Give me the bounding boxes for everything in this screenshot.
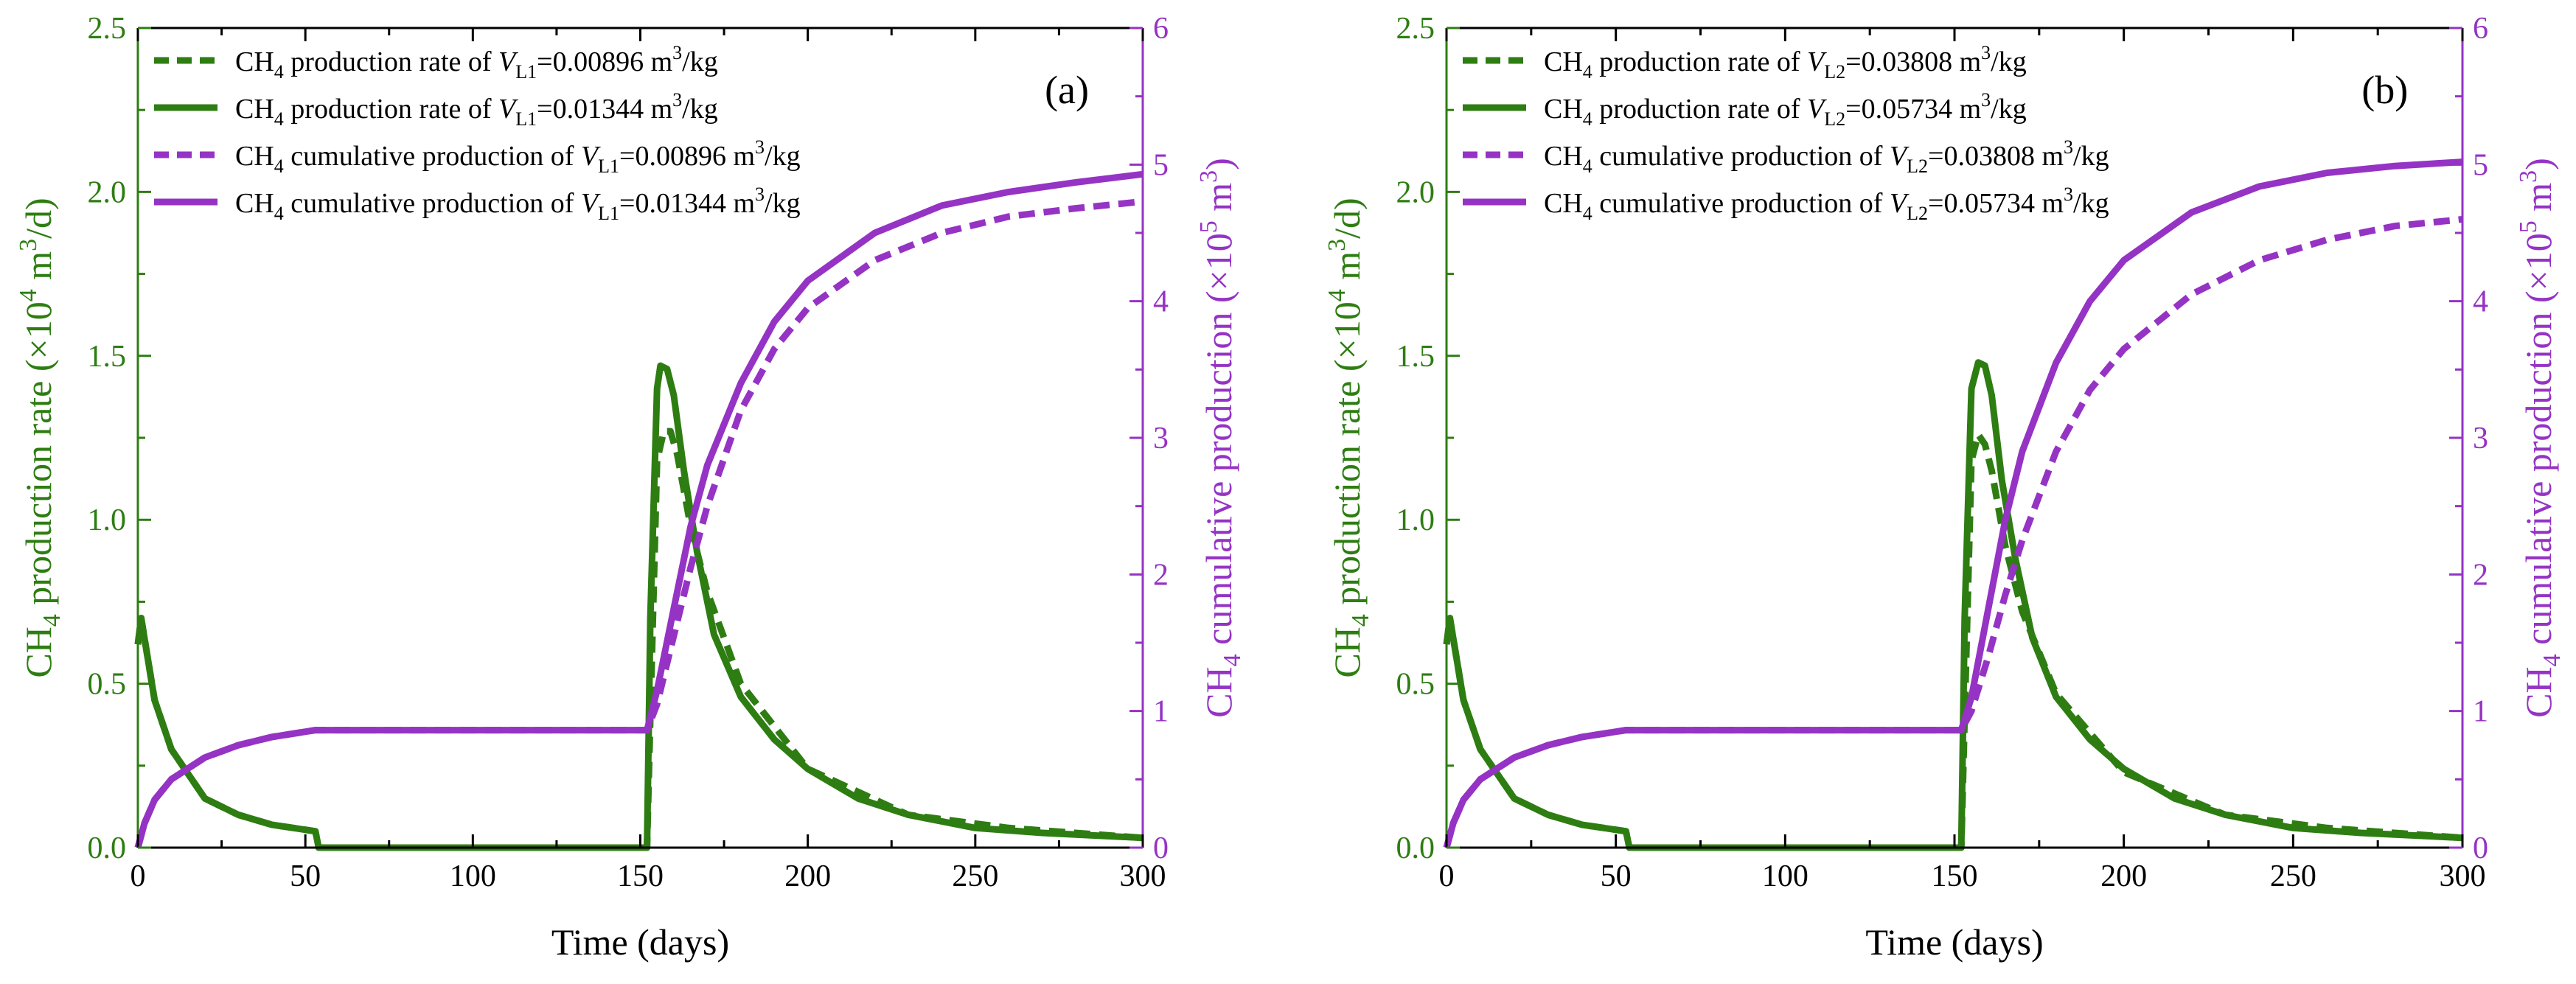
series-line-3 [1443, 158, 2463, 849]
y-left-tick-label: 2.5 [1396, 12, 1435, 46]
y-right-tick-label: 6 [2473, 12, 2488, 46]
y-left-tick-label: 1.0 [88, 503, 127, 537]
y-axis-title-right: CH4 cumulative production (×105 m3) [2515, 158, 2566, 718]
series-line-2 [134, 198, 1143, 849]
y-right-tick-label: 4 [1153, 285, 1169, 319]
series-line-3 [134, 170, 1143, 849]
legend-label: CH4 cumulative production of VL1=0.01344… [235, 184, 801, 224]
x-tick-label: 50 [290, 859, 321, 893]
y-right-tick-label: 0 [2473, 831, 2488, 865]
y-axis-title-left: CH4 production rate (×104 m3/d) [15, 198, 66, 677]
y-right-tick-label: 6 [1153, 12, 1169, 46]
y-right-tick-label: 3 [2473, 422, 2488, 456]
y-left-tick-label: 2.0 [88, 175, 127, 209]
y-left-tick-label: 0.0 [88, 831, 127, 865]
y-right-tick-label: 4 [2473, 285, 2488, 319]
legend-label: CH4 cumulative production of VL1=0.00896… [235, 136, 801, 177]
y-axis-title-right: CH4 cumulative production (×105 m3) [1195, 158, 1246, 718]
x-tick-label: 300 [1120, 859, 1166, 893]
chart-panel-0: 0 50 100 150 200 250 300 0.0 0.5 1.0 1.5 2.0 2.5 0 1 2 3… [15, 12, 1246, 963]
x-tick-label: 300 [2440, 859, 2486, 893]
x-tick-label: 50 [1601, 859, 1632, 893]
y-right-tick-label: 5 [1153, 148, 1169, 182]
y-left-tick-label: 0.0 [1396, 831, 1435, 865]
y-left-tick-label: 2.5 [88, 12, 127, 46]
y-left-tick-label: 1.0 [1396, 503, 1435, 537]
y-left-tick-label: 1.5 [1396, 340, 1435, 374]
y-left-tick-label: 2.0 [1396, 175, 1435, 209]
chart-panel-1: 0 50 100 150 200 250 300 0.0 0.5 1.0 1.5 2.0 2.5 0 1 2 3… [1323, 12, 2566, 963]
legend-label: CH4 cumulative production of VL2=0.05734… [1544, 184, 2109, 224]
y-left-tick-label: 1.5 [88, 340, 127, 374]
y-left-tick-label: 0.5 [1396, 668, 1435, 702]
legend-label: CH4 production rate of VL1=0.01344 m3/kg [235, 89, 718, 130]
y-left-tick-label: 0.5 [88, 668, 127, 702]
y-right-tick-label: 2 [2473, 558, 2488, 592]
x-tick-label: 100 [1762, 859, 1809, 893]
panel-label: (a) [1045, 68, 1089, 112]
x-axis-title: Time (days) [551, 921, 729, 963]
panel-label: (b) [2361, 68, 2408, 112]
legend: CH4 production rate of VL2=0.03808 m3/kg… [1463, 42, 2109, 224]
legend-label: CH4 cumulative production of VL2=0.03808… [1544, 136, 2109, 177]
y-right-tick-label: 5 [2473, 148, 2488, 182]
series-line-1 [134, 362, 1143, 851]
series-line-2 [1443, 216, 2463, 849]
x-tick-label: 200 [784, 859, 831, 893]
y-right-tick-label: 0 [1153, 831, 1169, 865]
legend-label: CH4 production rate of VL2=0.03808 m3/kg [1544, 42, 2027, 83]
y-right-tick-label: 1 [2473, 695, 2488, 729]
legend-label: CH4 production rate of VL2=0.05734 m3/kg [1544, 89, 2027, 130]
legend-label: CH4 production rate of VL1=0.00896 m3/kg [235, 42, 718, 83]
y-axis-title-left: CH4 production rate (×104 m3/d) [1323, 198, 1374, 677]
x-tick-label: 150 [1932, 859, 1978, 893]
x-tick-label: 0 [130, 859, 146, 893]
y-right-tick-label: 1 [1153, 695, 1169, 729]
legend: CH4 production rate of VL1=0.00896 m3/kg… [154, 42, 801, 224]
x-tick-label: 0 [1439, 859, 1455, 893]
x-tick-label: 200 [2100, 859, 2147, 893]
series-line-0 [134, 428, 1143, 851]
x-tick-label: 250 [952, 859, 998, 893]
series-line-1 [1443, 359, 2463, 851]
x-tick-label: 100 [450, 859, 496, 893]
x-tick-label: 250 [2270, 859, 2316, 893]
series-line-0 [1443, 431, 2463, 851]
y-right-tick-label: 2 [1153, 558, 1169, 592]
x-tick-label: 150 [617, 859, 664, 893]
y-right-tick-label: 3 [1153, 422, 1169, 456]
x-axis-title: Time (days) [1865, 921, 2043, 963]
